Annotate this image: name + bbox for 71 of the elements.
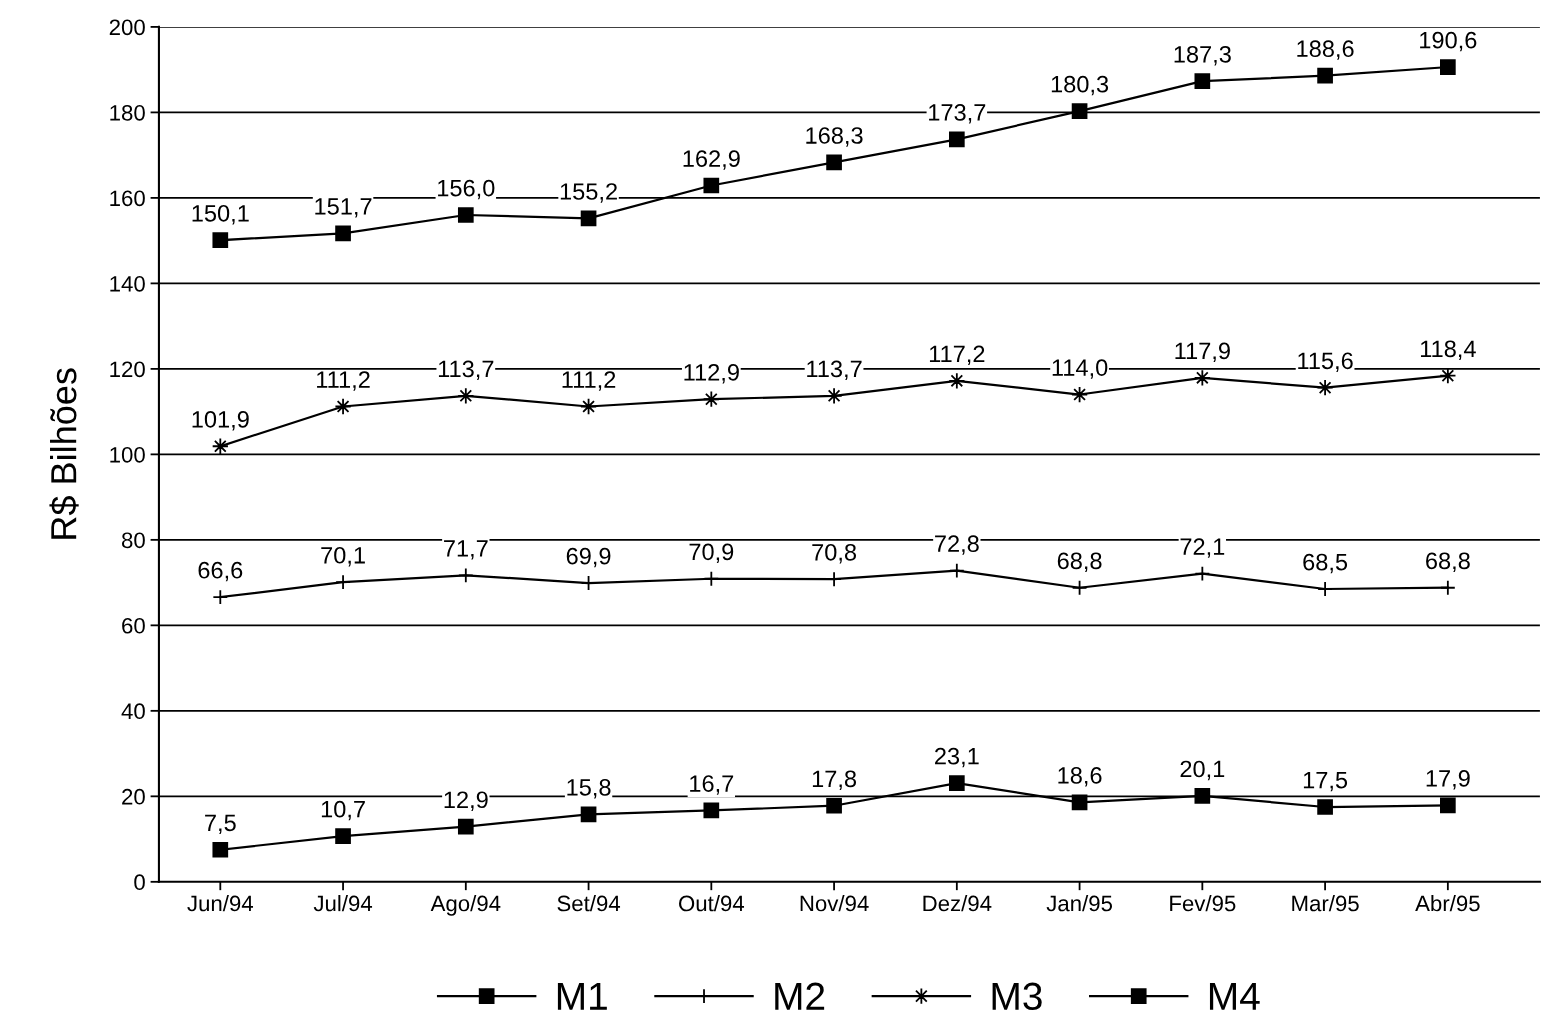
- data-label: 113,7: [438, 360, 494, 381]
- y-tick-label: 180: [110, 104, 145, 121]
- data-label: 114,0: [1052, 359, 1108, 379]
- data-label: 69,9: [566, 547, 611, 568]
- x-tick-label: Ago/94: [430, 895, 501, 916]
- data-label: 23,1: [935, 747, 979, 768]
- data-label: 71,7: [444, 540, 488, 560]
- x-tick-label: Mar/95: [1292, 895, 1359, 912]
- x-tick-label: Dez/94: [923, 895, 992, 912]
- y-tick-label: 100: [110, 446, 145, 463]
- data-label: 7,5: [205, 814, 236, 834]
- data-label: 70,9: [689, 543, 734, 563]
- data-label: 72,8: [935, 535, 979, 555]
- data-label: 113,7: [807, 360, 862, 381]
- data-label: 70,8: [812, 543, 857, 564]
- x-tick-label: Out/94: [679, 895, 745, 912]
- data-label: 10,7: [321, 800, 365, 821]
- data-label: 17,9: [1426, 770, 1470, 790]
- x-tick-label: Jan/95: [1046, 895, 1113, 912]
- data-label: 70,1: [321, 546, 365, 567]
- y-tick-label: 20: [122, 788, 145, 805]
- data-label: 20,1: [1180, 760, 1225, 781]
- data-label: 168,3: [806, 127, 863, 147]
- legend-label: M2: [775, 982, 825, 1010]
- data-label: 151,7: [315, 198, 372, 218]
- y-tick-label: 80: [121, 532, 145, 549]
- y-tick-label: 160: [110, 190, 145, 207]
- data-label: 173,7: [929, 104, 986, 124]
- data-label: 187,3: [1174, 45, 1231, 66]
- y-tick-label: 140: [110, 275, 145, 292]
- x-tick-label: Jun/94: [187, 895, 254, 912]
- data-label: 190,6: [1420, 31, 1477, 52]
- data-label: 12,9: [444, 791, 488, 811]
- data-label: 101,9: [192, 410, 249, 431]
- data-label: 72,1: [1180, 538, 1225, 558]
- data-label: 15,8: [567, 779, 611, 799]
- x-tick-label: Jul/94: [313, 895, 373, 912]
- data-label: 17,8: [812, 770, 857, 790]
- legend-label: M3: [992, 982, 1042, 1011]
- data-label: 68,8: [1057, 552, 1102, 572]
- data-label: 18,6: [1058, 767, 1102, 787]
- y-axis-title: R$ Bilhões: [49, 368, 79, 539]
- x-tick-label: Set/94: [557, 895, 621, 912]
- data-label: 156,0: [438, 179, 495, 200]
- data-label: 68,5: [1303, 553, 1348, 574]
- x-tick-label: Abr/95: [1415, 895, 1480, 912]
- data-label: 112,9: [684, 363, 739, 384]
- legend-label: M1: [557, 982, 607, 1010]
- y-tick-label: 120: [110, 361, 145, 378]
- data-label: 115,6: [1298, 352, 1353, 372]
- data-label: 111,2: [317, 371, 370, 391]
- data-label: 162,9: [683, 150, 740, 170]
- data-label: 150,1: [192, 204, 249, 225]
- data-label: 17,5: [1303, 771, 1348, 792]
- x-tick-label: Nov/94: [800, 895, 869, 912]
- y-tick-label: 40: [121, 703, 145, 720]
- y-tick-label: 0: [134, 874, 145, 891]
- y-tick-label: 60: [122, 617, 145, 634]
- data-label: 111,2: [562, 371, 616, 391]
- legend-label: M4: [1209, 982, 1260, 1010]
- y-tick-label: 200: [109, 19, 145, 36]
- data-label: 68,8: [1426, 552, 1470, 572]
- data-label: 188,6: [1297, 40, 1354, 60]
- data-label: 66,6: [198, 561, 243, 582]
- data-label: 180,3: [1051, 75, 1109, 96]
- x-tick-label: Fev/95: [1170, 895, 1236, 912]
- data-label: 155,2: [560, 183, 617, 203]
- data-label: 16,7: [690, 775, 734, 795]
- data-label: 118,4: [1420, 340, 1476, 360]
- data-label: 117,2: [929, 345, 985, 366]
- data-label: 117,9: [1175, 342, 1230, 363]
